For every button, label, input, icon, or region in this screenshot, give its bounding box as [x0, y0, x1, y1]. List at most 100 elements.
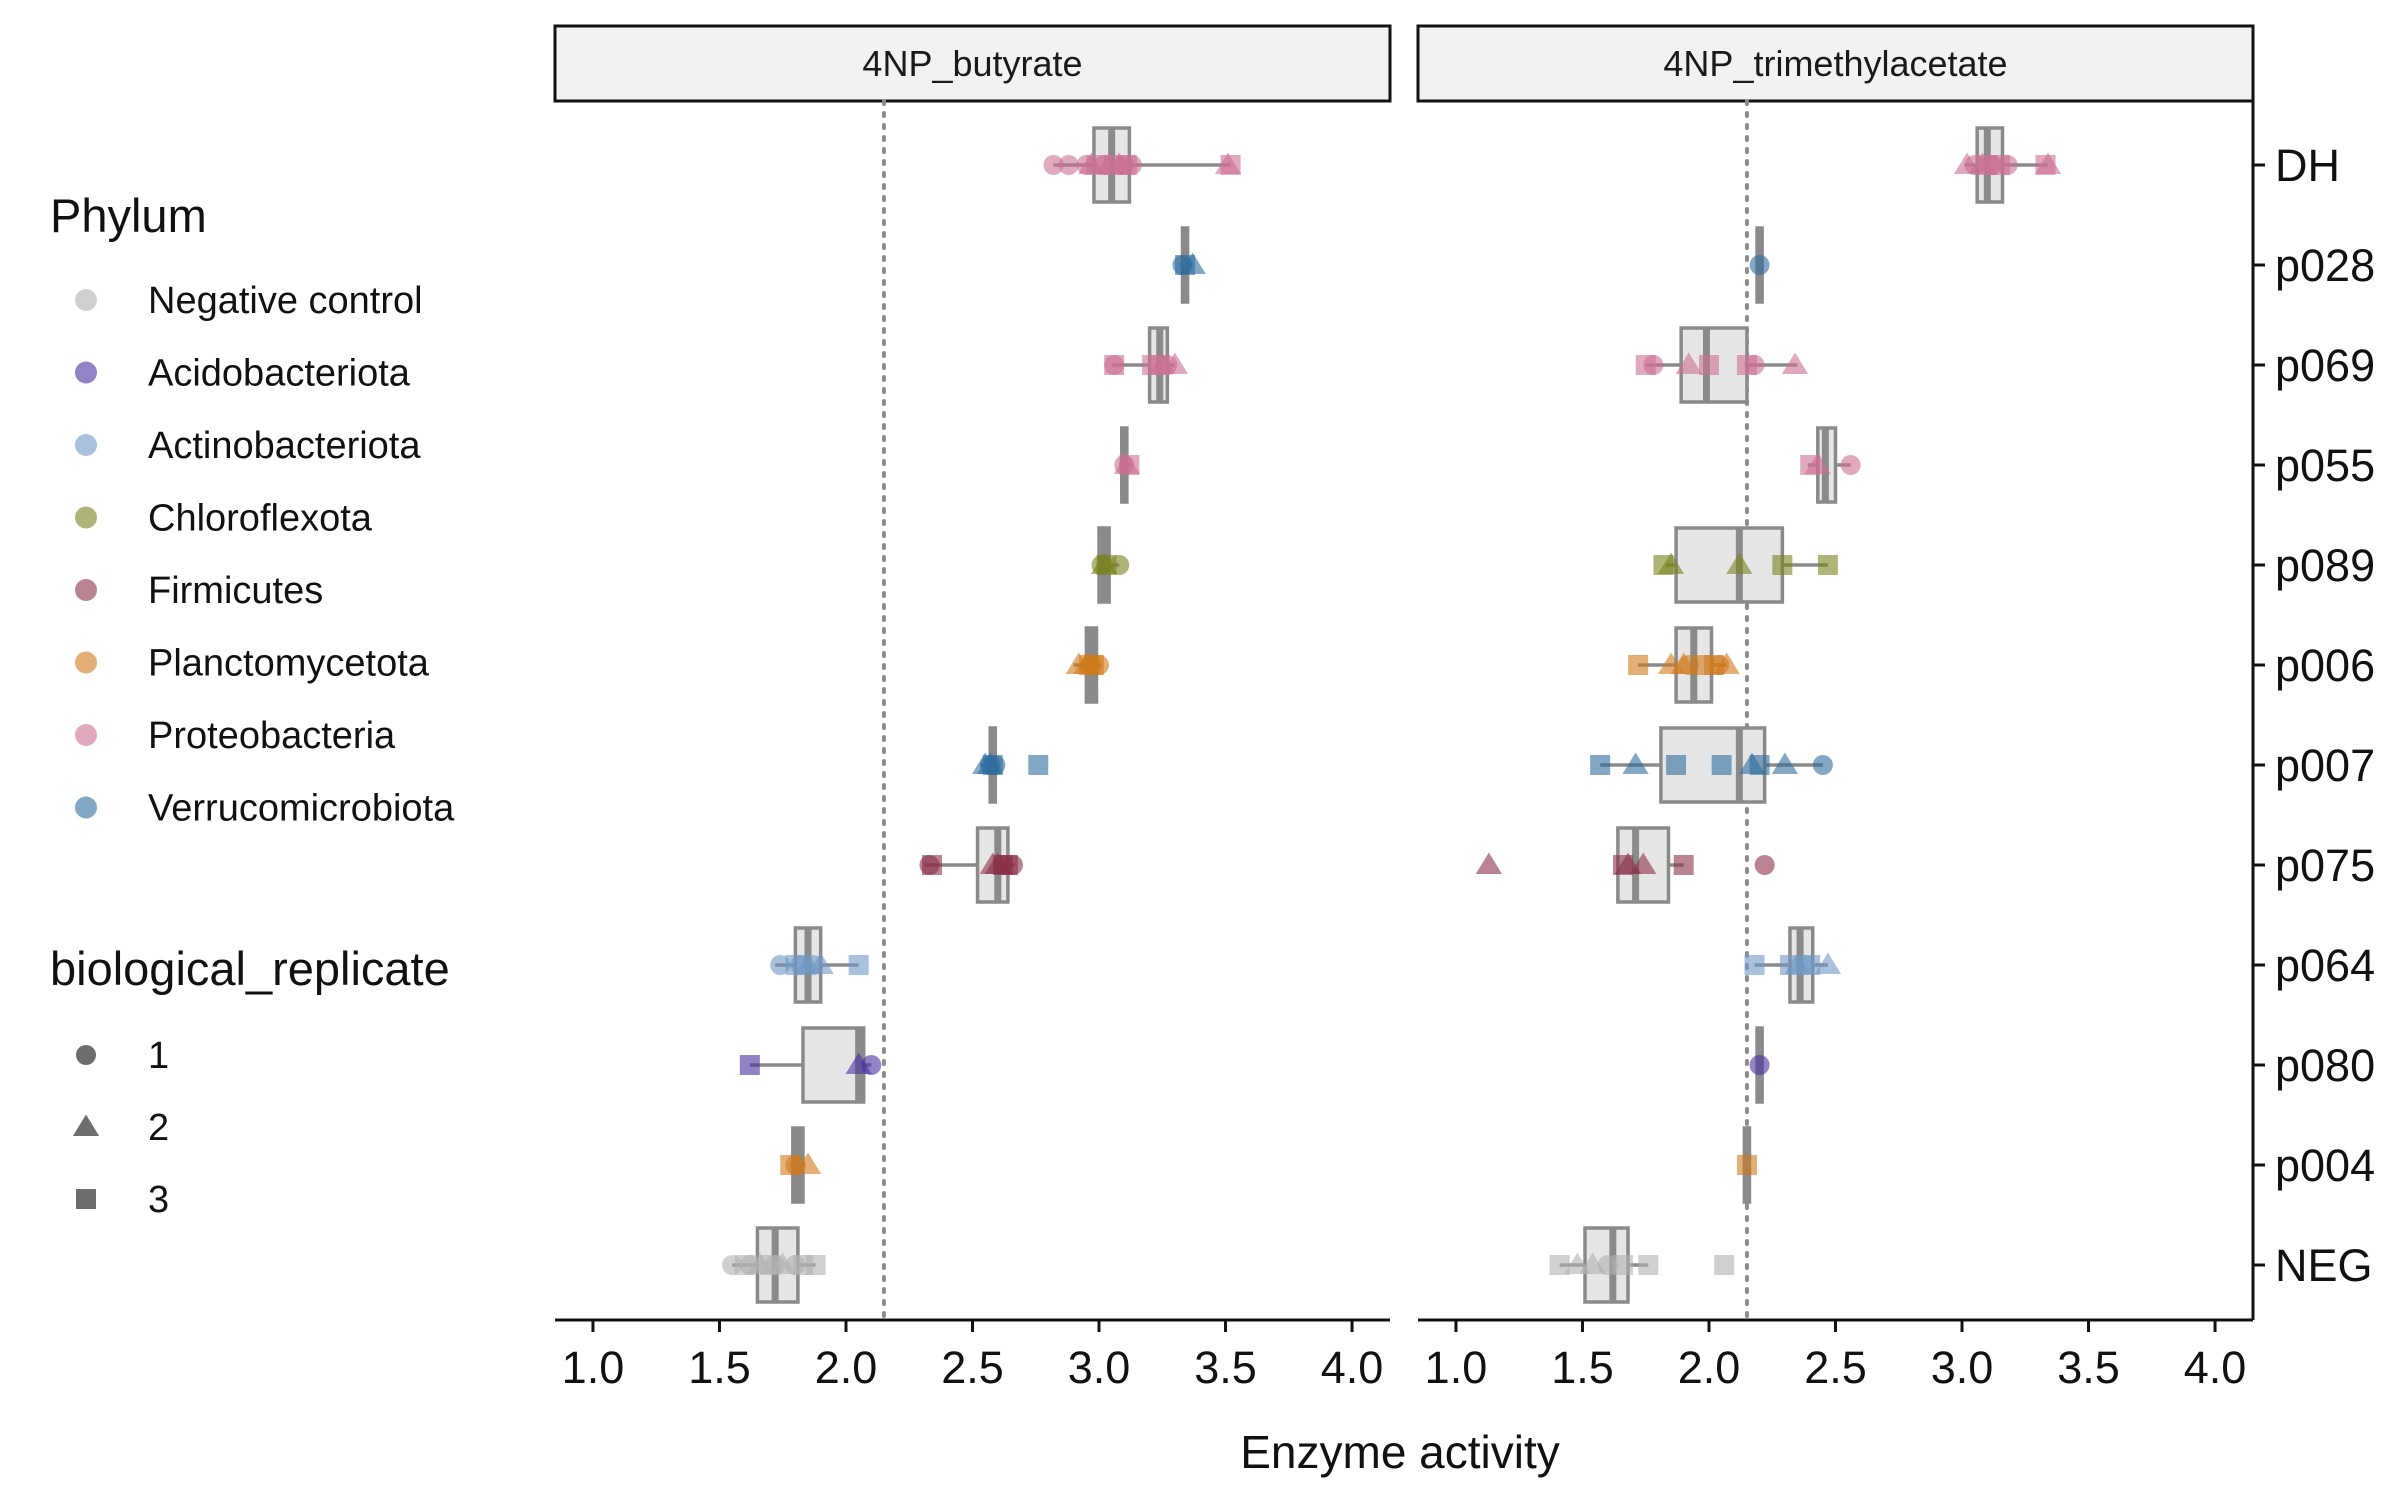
legend-key [75, 506, 97, 529]
data-point [1058, 155, 1079, 175]
data-point [1800, 455, 1821, 475]
legend-phylum: Phylum Negative control Acidobacteriota Ac… [50, 189, 455, 830]
legend-key [75, 434, 97, 456]
data-point [1028, 755, 1049, 775]
box-group-p004 [1736, 1126, 1757, 1204]
box-group-p028 [1172, 226, 1206, 304]
data-point [770, 955, 791, 975]
data-point [1817, 555, 1838, 575]
y-tick-label: p080 [2275, 1040, 2375, 1091]
box-group-p055 [1800, 426, 1861, 504]
y-tick-label: p004 [2275, 1140, 2375, 1191]
panel-0: 4NP_butyrate 1.0 1.5 2.0 2.5 3.0 3.5 4.0 [553, 24, 1392, 1393]
data-point [1666, 755, 1687, 775]
legend-key [75, 289, 97, 311]
legend-label: Acidobacteriota [148, 353, 411, 395]
y-tick-label: p007 [2275, 740, 2375, 791]
y-tick-label: p075 [2275, 840, 2375, 891]
x-tick-label: 2.5 [1804, 1342, 1867, 1393]
box-group-DH [1953, 126, 2062, 204]
x-tick-label: 3.0 [1068, 1342, 1131, 1393]
data-point [1812, 755, 1833, 775]
legend-label: 1 [148, 1035, 169, 1077]
legend-label: Negative control [148, 280, 423, 322]
data-point [1744, 955, 1765, 975]
data-point [794, 1152, 822, 1174]
data-point [1475, 852, 1502, 874]
x-tick-label: 3.0 [1931, 1342, 1994, 1393]
y-tick-label: p055 [2275, 440, 2375, 491]
legend-label: Verrucomicrobiota [148, 788, 455, 830]
data-point [1119, 455, 1140, 475]
data-point [1736, 355, 1757, 375]
data-point [1749, 1055, 1770, 1075]
x-tick-label: 1.5 [1551, 1342, 1614, 1393]
data-point [1754, 855, 1775, 875]
data-point [1704, 655, 1725, 675]
box [1674, 526, 1785, 604]
box-group-p080 [739, 1026, 882, 1104]
legend-key [76, 1189, 96, 1209]
y-tick-label: NEG [2275, 1240, 2373, 1291]
box-group-p007 [972, 726, 1049, 804]
x-tick-label: 4.0 [1321, 1342, 1384, 1393]
data-point [734, 1255, 755, 1275]
x-tick-label: 2.0 [815, 1342, 878, 1393]
legend-phylum-title: Phylum [50, 189, 207, 242]
legend-key [72, 1114, 100, 1136]
legend-key [75, 361, 97, 384]
data-point [1711, 755, 1732, 775]
data-point [1116, 155, 1137, 175]
panel-strip [1416, 24, 2255, 103]
data-point [1814, 952, 1842, 974]
box-group-p006 [1065, 626, 1110, 704]
data-point [1549, 1255, 1570, 1275]
legend-label: Chloroflexota [148, 498, 373, 540]
data-point [997, 855, 1018, 875]
data-point [1675, 352, 1702, 374]
data-point [805, 1255, 826, 1275]
box-group-p028 [1749, 226, 1770, 304]
box-group-p075 [919, 826, 1023, 904]
box-group-DH [1043, 126, 1242, 204]
legend-key [75, 579, 97, 601]
data-point [1149, 355, 1170, 375]
data-point [739, 1055, 760, 1075]
data-point [1653, 555, 1674, 575]
data-point [1698, 355, 1719, 375]
data-point [1612, 855, 1633, 875]
x-tick-label: 1.0 [562, 1342, 625, 1393]
box-group-p064 [1744, 926, 1842, 1004]
data-point [1673, 855, 1694, 875]
panel-strip-title: 4NP_trimethylacetate [1663, 43, 2007, 84]
data-point [785, 955, 806, 975]
data-point [1840, 455, 1861, 475]
data-point [1590, 755, 1611, 775]
x-tick-label: 3.5 [1194, 1342, 1257, 1393]
legend-replicate: biological_replicate 1 2 3 [50, 942, 450, 1221]
data-point [1749, 755, 1770, 775]
data-point [1771, 752, 1799, 774]
panel-strip [553, 24, 1392, 103]
box-group-p075 [1475, 826, 1775, 904]
data-point [1096, 555, 1117, 575]
legend-key [76, 1045, 96, 1065]
data-point [1043, 155, 1064, 175]
box-group-p089 [1653, 526, 1838, 604]
data-point [1612, 1255, 1633, 1275]
data-point [1779, 955, 1800, 975]
box-group-p004 [780, 1126, 822, 1204]
data-point [1083, 655, 1104, 675]
y-tick-label: p006 [2275, 640, 2375, 691]
y-tick-label: p089 [2275, 540, 2375, 591]
x-tick-label: 4.0 [2184, 1342, 2247, 1393]
data-point [1714, 1255, 1735, 1275]
x-axis-title: Enzyme activity [1240, 1426, 1560, 1478]
data-point [1622, 752, 1649, 774]
box-group-p089 [1090, 526, 1130, 604]
data-point [922, 855, 943, 875]
y-tick-label: p064 [2275, 940, 2375, 991]
x-tick-label: 2.5 [941, 1342, 1004, 1393]
